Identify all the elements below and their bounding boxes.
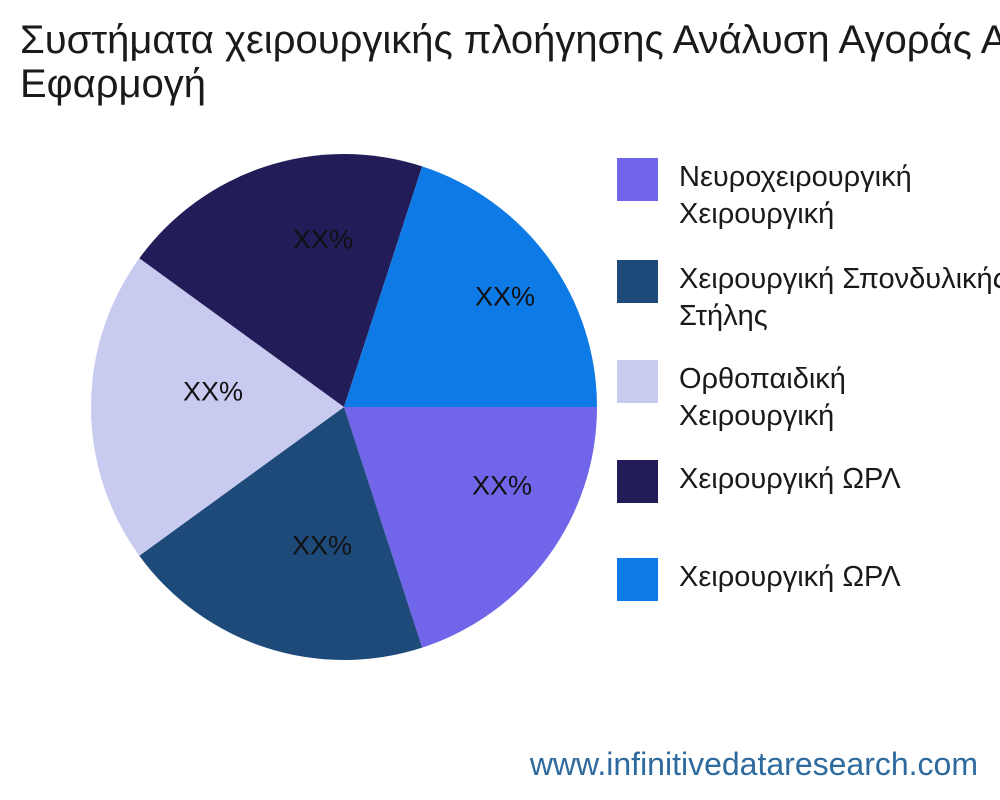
legend-item-ent-surgery-2: Χειρουργική ΩΡΛ: [617, 558, 1000, 601]
legend-swatch-ent-surgery: [617, 460, 658, 503]
pie-slice-1: [139, 407, 423, 661]
legend-label: Νευροχειρουργική Χειρουργική: [679, 161, 912, 230]
chart-legend: Νευροχειρουργική Χειρουργική Χειρουργική…: [617, 158, 1000, 618]
chart-title-line1: Συστήματα χειρουργικής πλοήγησης Ανάλυση…: [20, 18, 1000, 62]
pie-slice-label-0: XX%: [471, 470, 533, 501]
pie-slice-0: [344, 407, 597, 648]
website-watermark: www.infinitivedataresearch.com: [529, 746, 978, 782]
pie-slice-2: [91, 258, 344, 556]
pie-slice-3: [139, 153, 423, 407]
pie-slice-label-4: XX%: [474, 281, 536, 312]
legend-label: Χειρουργική Σπονδυλικής Στήλης: [679, 263, 1000, 332]
chart-title: Συστήματα χειρουργικής πλοήγησης Ανάλυση…: [20, 18, 1000, 106]
pie-chart: XX% XX% XX% XX% XX%: [90, 153, 598, 661]
legend-item-neurosurgery: Νευροχειρουργική Χειρουργική: [617, 158, 1000, 233]
legend-item-ent-surgery: Χειρουργική ΩΡΛ: [617, 460, 1000, 503]
legend-swatch-orthopedic-surgery: [617, 360, 658, 403]
pie-slice-label-1: XX%: [291, 530, 353, 561]
legend-label: Χειρουργική ΩΡΛ: [679, 561, 901, 593]
legend-swatch-spine-surgery: [617, 260, 658, 303]
legend-swatch-neurosurgery: [617, 158, 658, 201]
legend-item-spine-surgery: Χειρουργική Σπονδυλικής Στήλης: [617, 260, 1000, 335]
chart-title-line2: Εφαρμογή: [20, 62, 207, 106]
pie-slice-4: [344, 166, 597, 407]
pie-svg: [91, 153, 597, 661]
legend-item-orthopedic-surgery: Ορθοπαιδική Χειρουργική: [617, 360, 1000, 435]
pie-slice-label-3: XX%: [292, 224, 354, 255]
legend-swatch-ent-surgery-2: [617, 558, 658, 601]
legend-label: Ορθοπαιδική Χειρουργική: [679, 363, 846, 432]
pie-slice-label-2: XX%: [182, 376, 244, 407]
legend-label: Χειρουργική ΩΡΛ: [679, 463, 901, 495]
